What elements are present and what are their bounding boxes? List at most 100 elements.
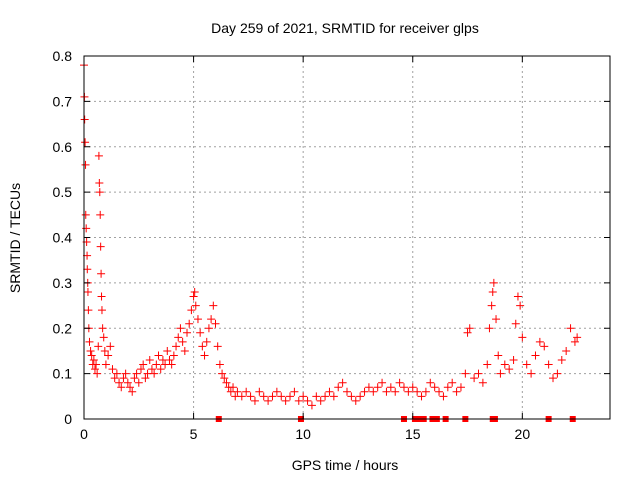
data-point xyxy=(215,360,224,369)
y-tick-label: 0.8 xyxy=(53,48,73,64)
data-point xyxy=(338,378,347,387)
data-point xyxy=(386,383,395,392)
y-tick-label: 0.3 xyxy=(53,275,73,291)
data-point xyxy=(489,278,498,287)
data-point xyxy=(229,383,238,392)
x-tick-label: 20 xyxy=(515,426,531,442)
data-point xyxy=(518,333,527,342)
data-point xyxy=(213,342,222,351)
data-point xyxy=(496,369,505,378)
data-point xyxy=(303,396,312,405)
data-point xyxy=(421,387,430,396)
data-point xyxy=(439,392,448,401)
data-point xyxy=(152,360,161,369)
data-point xyxy=(112,369,121,378)
data-point xyxy=(255,387,264,396)
data-point xyxy=(334,383,343,392)
data-point xyxy=(193,315,202,324)
data-point xyxy=(237,392,246,401)
data-point xyxy=(488,287,497,296)
data-point xyxy=(94,342,103,351)
data-point xyxy=(347,392,356,401)
data-point xyxy=(183,328,192,337)
data-point xyxy=(85,337,94,346)
y-tick-label: 0.4 xyxy=(53,230,73,246)
data-point xyxy=(198,342,207,351)
data-point xyxy=(277,392,286,401)
data-point xyxy=(121,369,130,378)
y-tick-label: 0.1 xyxy=(53,366,73,382)
y-tick-label: 0.5 xyxy=(53,184,73,200)
data-point xyxy=(325,387,334,396)
data-point xyxy=(117,383,126,392)
data-point xyxy=(126,383,135,392)
data-point xyxy=(527,369,536,378)
data-point xyxy=(463,328,472,337)
data-point xyxy=(95,188,104,197)
data-point xyxy=(286,392,295,401)
data-points xyxy=(80,61,582,422)
data-point xyxy=(218,369,227,378)
data-point xyxy=(461,369,470,378)
data-point xyxy=(99,333,108,342)
data-point xyxy=(369,387,378,396)
data-point xyxy=(513,292,522,301)
data-point xyxy=(562,346,571,355)
data-point xyxy=(165,356,174,365)
data-point xyxy=(220,374,229,383)
data-point xyxy=(246,392,255,401)
data-point xyxy=(329,392,338,401)
data-point xyxy=(290,387,299,396)
data-point xyxy=(222,378,231,387)
data-point xyxy=(97,292,106,301)
data-point xyxy=(573,333,582,342)
data-point xyxy=(156,365,165,374)
chart-title: Day 259 of 2021, SRMTID for receiver glp… xyxy=(211,20,479,36)
y-tick-label: 0 xyxy=(64,411,72,427)
data-point xyxy=(351,396,360,405)
data-point xyxy=(452,387,461,396)
data-point xyxy=(81,210,90,219)
data-point xyxy=(128,387,137,396)
data-point xyxy=(84,306,93,315)
data-point xyxy=(104,351,113,360)
data-point xyxy=(360,387,369,396)
data-point xyxy=(190,287,199,296)
data-point xyxy=(478,378,487,387)
data-point xyxy=(242,387,251,396)
data-point xyxy=(483,360,492,369)
data-point xyxy=(544,360,553,369)
data-point xyxy=(426,378,435,387)
data-point xyxy=(81,160,90,169)
data-point xyxy=(470,374,479,383)
data-point xyxy=(448,378,457,387)
data-point xyxy=(299,392,308,401)
axis-ticks xyxy=(83,55,610,420)
y-axis-label: SRMTID / TECUs xyxy=(7,183,23,293)
data-point xyxy=(141,374,150,383)
data-point xyxy=(97,306,106,315)
data-point xyxy=(373,383,382,392)
data-point xyxy=(209,301,218,310)
data-point xyxy=(94,151,103,160)
data-point xyxy=(110,374,119,383)
data-point xyxy=(417,392,426,401)
data-point xyxy=(264,396,273,405)
data-point xyxy=(408,383,417,392)
data-point xyxy=(154,351,163,360)
data-point xyxy=(404,387,413,396)
data-point xyxy=(500,360,509,369)
data-point xyxy=(82,224,91,233)
data-point xyxy=(187,306,196,315)
data-point xyxy=(86,346,95,355)
data-point xyxy=(343,387,351,396)
data-point xyxy=(465,324,474,333)
data-point xyxy=(268,392,277,401)
data-point xyxy=(494,351,503,360)
data-point xyxy=(531,351,540,360)
y-tick-label: 0.6 xyxy=(53,139,73,155)
x-tick-label: 5 xyxy=(190,426,198,442)
data-point xyxy=(90,365,99,374)
data-point xyxy=(96,242,105,251)
